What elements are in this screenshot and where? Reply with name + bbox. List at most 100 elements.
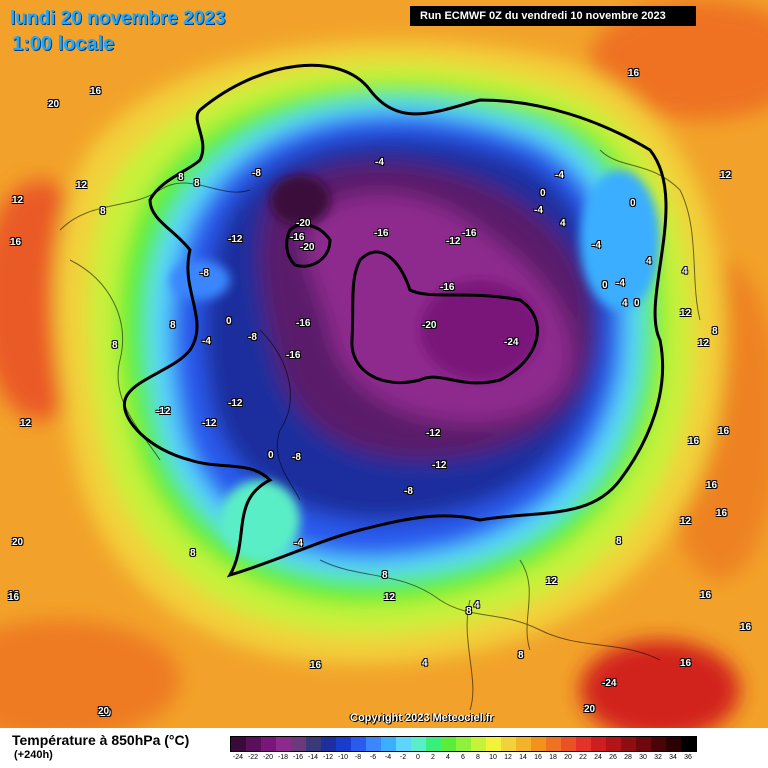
scale-swatch xyxy=(321,737,336,751)
scale-tick-label: -22 xyxy=(247,754,259,761)
isotherm-label: 0 xyxy=(634,298,640,309)
isotherm-label: -20 xyxy=(296,218,311,229)
scale-swatch xyxy=(651,737,666,751)
scale-tick-label: -14 xyxy=(307,754,319,761)
isotherm-label: -12 xyxy=(228,234,243,245)
isotherm-label: 4 xyxy=(682,266,688,277)
color-scale xyxy=(230,736,697,752)
scale-swatch xyxy=(381,737,396,751)
legend-subtitle: (+240h) xyxy=(14,749,53,761)
isotherm-label: 16 xyxy=(718,426,730,437)
isotherm-label: -4 xyxy=(294,538,303,549)
isotherm-label: -12 xyxy=(202,418,217,429)
isotherm-label: -16 xyxy=(286,350,301,361)
scale-swatch xyxy=(426,737,441,751)
temperature-map: lundi 20 novembre 2023 1:00 locale Run E… xyxy=(0,0,768,728)
scale-swatch xyxy=(591,737,606,751)
isotherm-label: 20 xyxy=(12,537,24,548)
isotherm-label: -16 xyxy=(290,232,305,243)
scale-swatch xyxy=(366,737,381,751)
scale-tick-label: 12 xyxy=(504,754,512,761)
scale-tick-label: 14 xyxy=(519,754,527,761)
isotherm-label: 12 xyxy=(12,195,24,206)
isotherm-label: 0 xyxy=(226,316,232,327)
scale-tick-label: -24 xyxy=(232,754,244,761)
scale-swatch xyxy=(516,737,531,751)
isotherm-label: 8 xyxy=(518,650,524,661)
scale-swatch xyxy=(636,737,651,751)
isotherm-label: -20 xyxy=(422,320,437,331)
isotherm-label: 4 xyxy=(622,298,628,309)
scale-swatch xyxy=(666,737,681,751)
isotherm-label: 16 xyxy=(8,590,20,601)
isotherm-label: 0 xyxy=(268,450,274,461)
scale-tick-label: 2 xyxy=(431,754,435,761)
scale-swatch xyxy=(351,737,366,751)
model-run-info: Run ECMWF 0Z du vendredi 10 novembre 202… xyxy=(410,6,696,26)
isotherm-label: 16 xyxy=(628,68,640,79)
coastlines xyxy=(59,149,701,711)
isotherm-label: 12 xyxy=(720,170,732,181)
isotherm-label: 12 xyxy=(698,338,710,349)
scale-swatch xyxy=(501,737,516,751)
scale-tick-label: 28 xyxy=(624,754,632,761)
isotherm-label: 20 xyxy=(98,706,110,717)
scale-tick-label: 32 xyxy=(654,754,662,761)
isotherm-label: 8 xyxy=(712,326,718,337)
isotherm-label: -4 xyxy=(555,170,564,181)
scale-swatch xyxy=(261,737,276,751)
isotherm-label: 8 xyxy=(466,606,472,617)
isotherm-label: -16 xyxy=(462,228,477,239)
scale-tick-label: -6 xyxy=(369,754,377,761)
scale-tick-label: 10 xyxy=(489,754,497,761)
scale-swatch xyxy=(336,737,351,751)
isotherm-label: 8 xyxy=(190,548,196,559)
isotherm-label: 4 xyxy=(646,256,652,267)
scale-swatch xyxy=(681,737,696,751)
scale-tick-label: 16 xyxy=(534,754,542,761)
isotherm-label: -20 xyxy=(300,242,315,253)
isotherm-label: -24 xyxy=(504,337,519,348)
scale-swatch xyxy=(606,737,621,751)
isotherm-label: -8 xyxy=(252,168,261,179)
isotherm-label: -8 xyxy=(404,486,413,497)
scale-tick-label: -18 xyxy=(277,754,289,761)
isotherm-label: 12 xyxy=(680,308,692,319)
scale-tick-label: -12 xyxy=(322,754,334,761)
scale-tick-label: 24 xyxy=(594,754,602,761)
isotherm-label: 12 xyxy=(20,418,32,429)
isotherm-label: 12 xyxy=(384,592,396,603)
isotherm-label: -16 xyxy=(440,282,455,293)
color-scale-ticks: -24 -22 -20 -18 -16 -14 -12 -10 -8 -6 -4 -2 0 2 4 6 8 10 1… xyxy=(230,754,700,766)
legend: Température à 850hPa (°C) (+240h) -24 -22… xyxy=(0,728,768,768)
isotherm-label: 8 xyxy=(178,172,184,183)
isotherm-label: -12 xyxy=(432,460,447,471)
isotherm-label: -12 xyxy=(228,398,243,409)
isotherm-label: 4 xyxy=(422,658,428,669)
scale-swatch xyxy=(396,737,411,751)
isotherm-label: -12 xyxy=(426,428,441,439)
isotherm-label: 16 xyxy=(688,436,700,447)
forecast-date: lundi 20 novembre 2023 xyxy=(10,8,226,29)
scale-swatch xyxy=(441,737,456,751)
scale-tick-label: -16 xyxy=(292,754,304,761)
isotherm-label: 16 xyxy=(8,592,20,603)
isotherm-label: -12 xyxy=(446,236,461,247)
isotherm-label: 20 xyxy=(100,708,112,719)
legend-title: Température à 850hPa (°C) xyxy=(12,732,190,748)
scale-swatch xyxy=(456,737,471,751)
scale-swatch xyxy=(231,737,246,751)
isotherm-label: -4 xyxy=(534,205,543,216)
scale-swatch xyxy=(246,737,261,751)
isotherm-label: 8 xyxy=(170,320,176,331)
isotherm-label: -8 xyxy=(248,332,257,343)
isotherm-label: 16 xyxy=(700,590,712,601)
copyright: Copyright 2023 Meteociel.fr xyxy=(350,712,494,724)
scale-tick-label: 4 xyxy=(446,754,450,761)
scale-swatch xyxy=(576,737,591,751)
isotherm-label: 8 xyxy=(382,570,388,581)
scale-swatch xyxy=(531,737,546,751)
isotherm-label: 16 xyxy=(310,660,322,671)
isotherm-label: 0 xyxy=(540,188,546,199)
scale-tick-label: 34 xyxy=(669,754,677,761)
